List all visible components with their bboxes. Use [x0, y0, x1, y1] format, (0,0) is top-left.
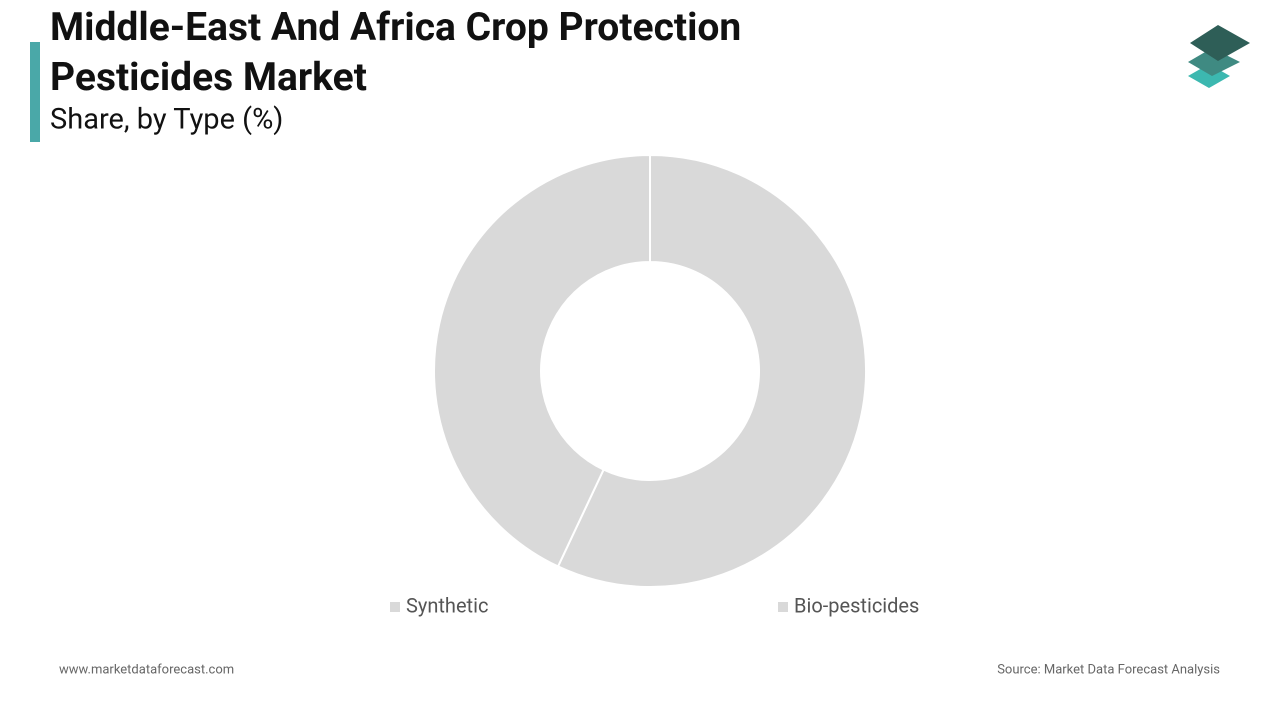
legend-marker [390, 602, 400, 612]
donut-segment [433, 153, 651, 568]
chart-title: Middle-East And Africa Crop Protection Pe… [50, 4, 741, 100]
donut-segment [556, 153, 867, 588]
logo [1188, 25, 1250, 88]
legend-label: Bio-pesticides [794, 593, 919, 617]
legend-marker [778, 602, 788, 612]
source: Source: Market Data Forecast Analysis [997, 662, 1220, 677]
chart-subtitle: Share, by Type (%) [50, 103, 283, 137]
website: www.marketdataforecast.com [59, 662, 234, 677]
title-accent [30, 42, 40, 142]
legend-label: Synthetic [406, 593, 488, 617]
